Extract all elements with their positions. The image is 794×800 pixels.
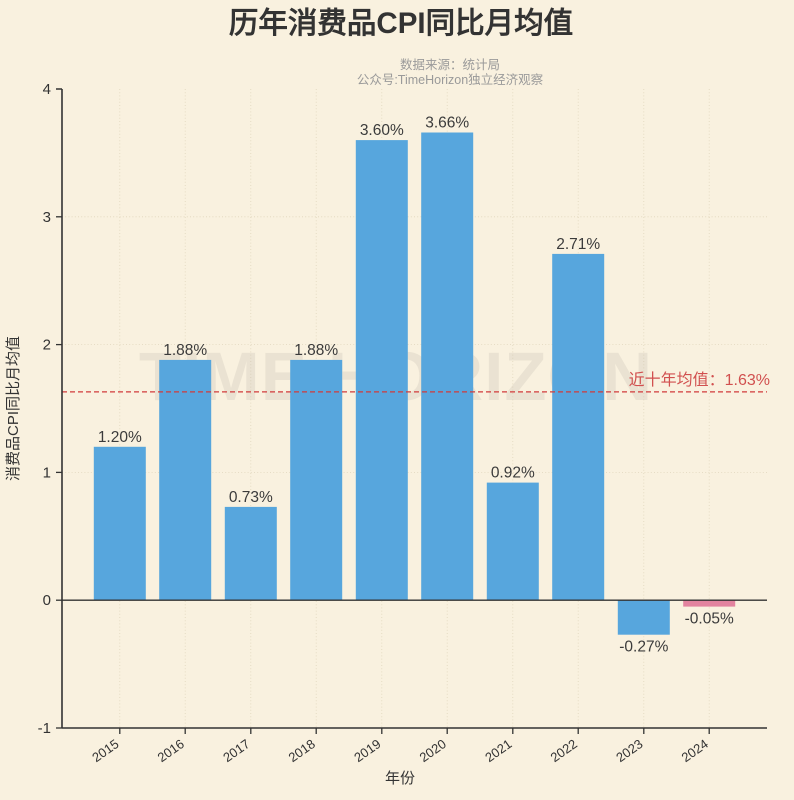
- svg-text:0: 0: [43, 592, 51, 609]
- svg-text:3.66%: 3.66%: [425, 115, 469, 132]
- svg-text:数据来源：统计局: 数据来源：统计局: [400, 57, 500, 72]
- svg-text:3: 3: [43, 209, 51, 226]
- svg-text:3.60%: 3.60%: [360, 122, 404, 139]
- svg-text:历年消费品CPI同比月均值: 历年消费品CPI同比月均值: [229, 7, 573, 40]
- svg-text:1: 1: [43, 464, 51, 481]
- svg-text:4: 4: [43, 81, 51, 98]
- svg-text:近十年均值：1.63%: 近十年均值：1.63%: [629, 371, 770, 389]
- svg-text:2.71%: 2.71%: [556, 236, 600, 253]
- svg-text:1.20%: 1.20%: [98, 429, 142, 446]
- svg-text:-1: -1: [38, 720, 51, 737]
- svg-text:年份: 年份: [385, 770, 415, 787]
- svg-text:-0.27%: -0.27%: [619, 639, 668, 656]
- svg-text:0.92%: 0.92%: [491, 465, 535, 482]
- svg-text:1.88%: 1.88%: [294, 342, 338, 359]
- svg-text:0.73%: 0.73%: [229, 489, 273, 506]
- svg-text:2: 2: [43, 337, 51, 354]
- svg-text:公众号:TimeHorizon独立经济观察: 公众号:TimeHorizon独立经济观察: [357, 72, 544, 87]
- svg-text:消费品CPI同比月均值: 消费品CPI同比月均值: [5, 336, 22, 481]
- svg-text:-0.05%: -0.05%: [685, 611, 734, 628]
- svg-text:1.88%: 1.88%: [163, 342, 207, 359]
